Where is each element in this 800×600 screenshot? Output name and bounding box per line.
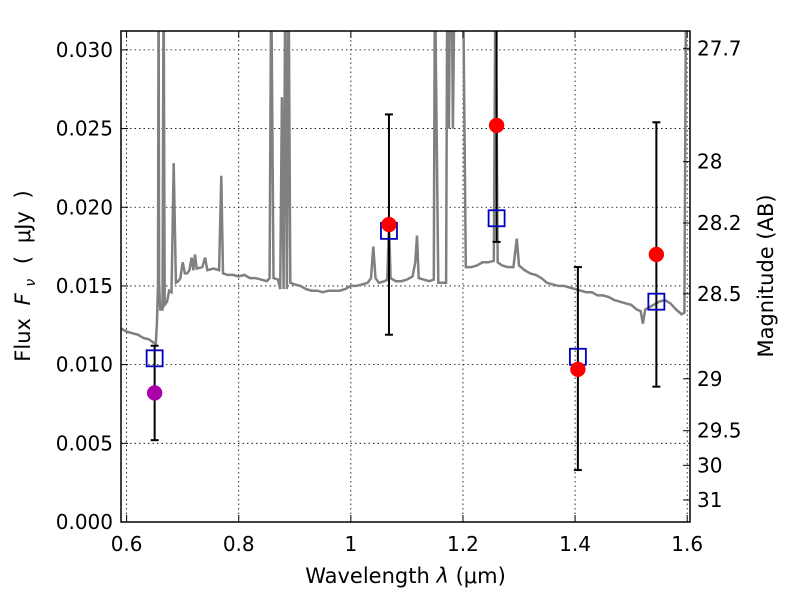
plot-frame [120,30,691,523]
observed-marker [570,361,586,378]
y-axis-label-symbol: F [11,292,35,305]
y-tick-label: 0.025 [56,117,113,141]
right-tick-label: 27.7 [697,36,742,60]
right-tick-label: 28 [697,150,722,174]
x-tick-label: 1.4 [559,532,591,556]
right-tick-label: 30 [697,453,722,477]
y-tick-label: 0.020 [56,195,113,219]
model-marker [647,292,666,311]
y-tick-label: 0.005 [56,431,113,455]
right-tick-label: 28.2 [697,211,742,235]
y-axis-label-close: ) [11,190,35,198]
model-marker [145,349,164,368]
axis-ticks [121,31,690,523]
y-axis-label-open: ( [11,256,35,264]
x-tick-label: 1.2 [447,532,479,556]
x-tick-label: 0.6 [111,532,143,556]
tick-labels: 0.6 0.8 1 1.2 1.4 1.6 0.000 0.005 0.010 0.015 0.02… [56,36,742,556]
plot-area [121,31,688,472]
y-axis-label-unit: μJy [11,211,35,243]
right-tick-label: 31 [697,488,722,512]
x-axis-label-prefix: Wavelength [305,564,430,588]
grid-lines [121,31,690,523]
x-tick-label: 1 [344,532,357,556]
y-tick-label: 0.010 [56,353,113,377]
y-axis-label: Flux F ν ( μJy ) [11,190,40,361]
x-tick-label: 1.6 [671,532,703,556]
observed-marker [381,216,397,233]
x-axis-label: Wavelength λ (μm) [305,564,506,588]
y-tick-label: 0.030 [56,38,113,62]
y-axis-label-prefix: Flux [11,318,35,362]
x-axis-label-unit: (μm) [456,564,506,588]
observed-markers [146,117,665,401]
spectrum-line [121,31,688,347]
x-axis-label-symbol: λ [435,564,448,588]
error-bars [150,31,661,472]
y-tick-label: 0.000 [56,510,113,534]
right-tick-label: 29.5 [697,419,742,443]
model-marker [487,209,506,228]
y-tick-label: 0.015 [56,274,113,298]
observed-marker [146,385,163,401]
right-tick-label: 29 [697,367,722,391]
y-axis-label-subscript: ν [23,279,39,287]
right-axis-label: Magnitude (AB) [754,194,778,357]
x-tick-label: 0.8 [223,532,255,556]
observed-marker [648,246,665,263]
observed-marker [488,117,505,134]
right-tick-label: 28.5 [697,282,742,306]
model-markers [145,209,666,368]
